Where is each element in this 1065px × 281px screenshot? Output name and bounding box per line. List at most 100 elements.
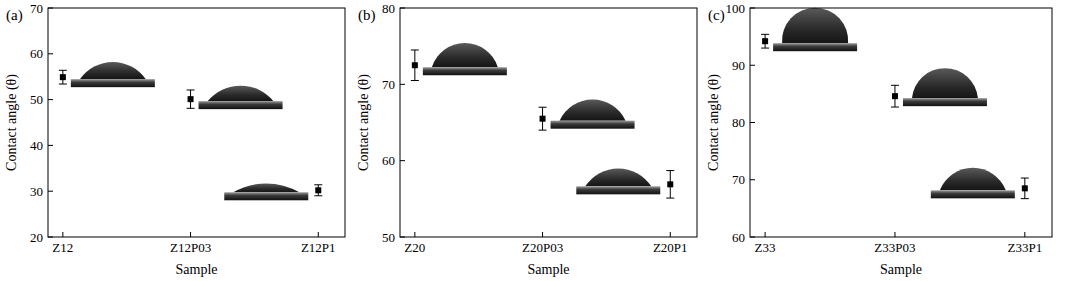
x-tick-label: Z12: [52, 240, 73, 255]
y-tick-label: 40: [30, 138, 43, 153]
y-tick: [48, 145, 53, 146]
substrate: [71, 79, 155, 87]
y-tick: [48, 53, 53, 54]
y-tick-label: 60: [732, 230, 745, 245]
x-tick: [62, 232, 63, 237]
error-cap: [761, 34, 769, 35]
error-cap: [539, 130, 547, 131]
droplet-image: [423, 43, 507, 75]
y-tick-label: 60: [30, 46, 43, 61]
error-cap: [59, 84, 67, 85]
x-tick: [1024, 232, 1025, 237]
error-bar: [891, 85, 899, 107]
x-tick: [894, 232, 895, 237]
y-tick-label: 50: [30, 92, 43, 107]
x-tick-label: Z12P1: [301, 240, 336, 255]
y-tick-label: 70: [382, 77, 395, 92]
x-tick: [318, 232, 319, 237]
y-tick-label: 70: [732, 172, 745, 187]
y-axis-label: Contact angle (θ): [356, 74, 372, 171]
error-cap: [891, 107, 899, 108]
y-tick-label: 20: [30, 230, 43, 245]
error-bar: [411, 50, 419, 81]
droplet: [782, 8, 848, 44]
droplet-image: [903, 68, 987, 106]
droplet: [208, 86, 274, 101]
droplet-image: [551, 99, 635, 128]
error-cap: [187, 89, 195, 90]
y-tick-label: 80: [382, 1, 395, 16]
error-cap: [539, 107, 547, 108]
marker: [667, 181, 673, 187]
error-bar: [539, 107, 547, 130]
marks: [59, 70, 322, 195]
y-tick-label: 80: [732, 115, 745, 130]
substrate: [423, 67, 507, 75]
error-cap: [1021, 178, 1029, 179]
droplet-image: [199, 86, 283, 109]
y-tick: [400, 160, 405, 161]
figure: (a)203040506070Z12Z12P03Z12P1SampleConta…: [0, 0, 1065, 281]
y-tick-label: 70: [30, 1, 43, 16]
error-cap: [411, 80, 419, 81]
error-bar: [1021, 178, 1029, 199]
x-tick-label: Z20P1: [653, 240, 688, 255]
substrate: [773, 43, 857, 51]
substrate: [224, 192, 308, 200]
plot-frame: [48, 8, 345, 237]
substrate: [199, 101, 283, 109]
panel-label: (a): [6, 7, 23, 24]
marks: [761, 34, 1029, 198]
marker: [892, 93, 898, 99]
panel: (a)203040506070Z12Z12P03Z12P1SampleConta…: [4, 1, 345, 278]
marker: [60, 74, 66, 80]
error-cap: [411, 49, 419, 50]
plot-frame: [750, 8, 1052, 237]
y-tick: [400, 84, 405, 85]
x-tick: [414, 232, 415, 237]
error-cap: [761, 48, 769, 49]
marker: [412, 62, 418, 68]
droplet: [233, 183, 299, 192]
droplet: [940, 168, 1006, 190]
droplet-image: [576, 168, 660, 194]
y-axis-label: Contact angle (θ): [706, 74, 722, 171]
panel: (c)60708090100Z33Z33P03Z33P1SampleContac…: [706, 1, 1052, 278]
y-tick-label: 60: [382, 153, 395, 168]
error-bar: [666, 171, 674, 198]
droplet-image: [931, 168, 1015, 198]
y-tick: [750, 179, 755, 180]
x-axis-label: Sample: [880, 262, 922, 277]
marker: [1022, 185, 1028, 191]
droplet: [912, 68, 978, 98]
y-tick-label: 30: [30, 184, 43, 199]
y-tick-label: 50: [382, 230, 395, 245]
y-tick: [750, 65, 755, 66]
droplet-image: [71, 62, 155, 87]
marker: [540, 116, 546, 122]
error-cap: [666, 170, 674, 171]
substrate: [931, 190, 1015, 198]
error-cap: [187, 108, 195, 109]
error-cap: [314, 195, 322, 196]
substrate: [576, 186, 660, 194]
droplet-image: [773, 8, 857, 52]
droplet-image: [224, 183, 308, 200]
marker: [188, 96, 194, 102]
y-tick: [750, 122, 755, 123]
y-tick: [48, 191, 53, 192]
x-tick: [670, 232, 671, 237]
marks: [411, 50, 674, 198]
x-tick-label: Z20P03: [522, 240, 563, 255]
x-tick-label: Z20: [404, 240, 425, 255]
error-cap: [59, 70, 67, 71]
y-axis-label: Contact angle (θ): [4, 74, 20, 171]
panel: (b) 50 60 70 80 Z20 Z20P03 Z20P1 Sample Contact a…: [356, 1, 697, 278]
substrate: [551, 121, 635, 129]
x-axis-label: Sample: [176, 262, 218, 277]
panel-label: (b): [358, 7, 376, 24]
x-tick: [542, 232, 543, 237]
x-axis-label: Sample: [528, 262, 570, 277]
droplet: [560, 99, 626, 120]
substrate: [903, 98, 987, 106]
